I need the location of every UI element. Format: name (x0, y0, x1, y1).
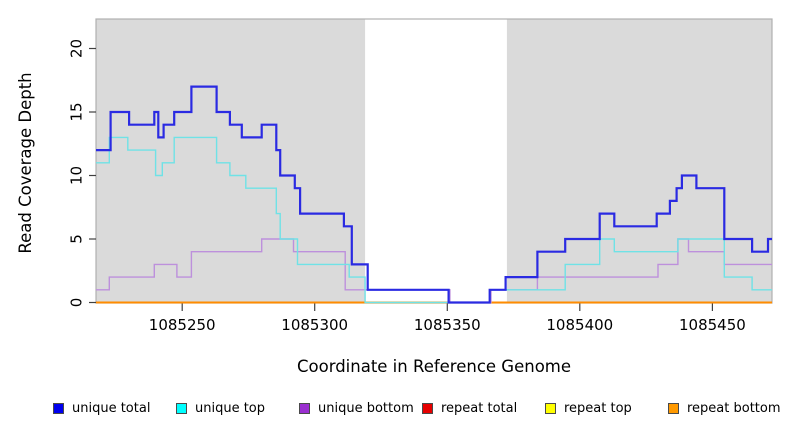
axis-layer: 1085250 1085300 1085350 1085400 1085450 0 5 10 1… (67, 39, 746, 334)
legend-label: repeat bottom (687, 400, 781, 416)
panel-layer (95, 18, 773, 304)
legend-label: repeat top (564, 400, 632, 416)
legend-item-repeat-top: repeat top (545, 401, 668, 416)
x-axis-label: Coordinate in Reference Genome (297, 357, 571, 376)
repeat-top-swatch-icon (545, 402, 556, 414)
legend-item-repeat-total: repeat total (422, 401, 545, 416)
y-tick-label: 0 (67, 298, 85, 308)
legend-item-unique-top: unique top (176, 401, 299, 416)
repeat-bottom-swatch-icon (668, 402, 679, 414)
unique-total-swatch-icon (53, 402, 64, 414)
repeat-total-swatch-icon (422, 402, 433, 414)
legend-label: unique bottom (318, 400, 414, 416)
coverage-plot-canvas: 1085250 1085300 1085350 1085400 1085450 0 5 10 1… (16, 18, 773, 376)
x-tick-label: 1085400 (546, 316, 613, 334)
x-tick-label: 1085450 (679, 316, 746, 334)
unique-bottom-swatch-icon (299, 402, 310, 414)
y-tick-label: 10 (67, 166, 85, 185)
y-tick-label: 20 (67, 39, 85, 58)
series-unique-total (96, 85, 772, 304)
panel-shading (96, 19, 366, 303)
x-tick-label: 1085250 (149, 316, 216, 334)
legend-label: repeat total (441, 400, 518, 416)
series-unique-top (96, 136, 772, 304)
legend-item-repeat-bottom: repeat bottom (668, 401, 791, 416)
legend-item-unique-bottom: unique bottom (299, 401, 422, 416)
legend-label: unique top (195, 400, 266, 416)
y-axis-label: Read Coverage Depth (16, 72, 35, 253)
x-tick-label: 1085300 (281, 316, 348, 334)
legend: unique total unique top unique bottom re… (0, 396, 792, 420)
x-tick-label: 1085350 (414, 316, 481, 334)
series-layer (96, 85, 772, 304)
y-tick-label: 15 (67, 102, 85, 121)
y-tick-label: 5 (67, 234, 85, 244)
legend-label: unique total (72, 400, 151, 416)
legend-item-unique-total: unique total (53, 401, 176, 416)
panel-shading (506, 19, 772, 303)
unique-top-swatch-icon (176, 402, 187, 414)
